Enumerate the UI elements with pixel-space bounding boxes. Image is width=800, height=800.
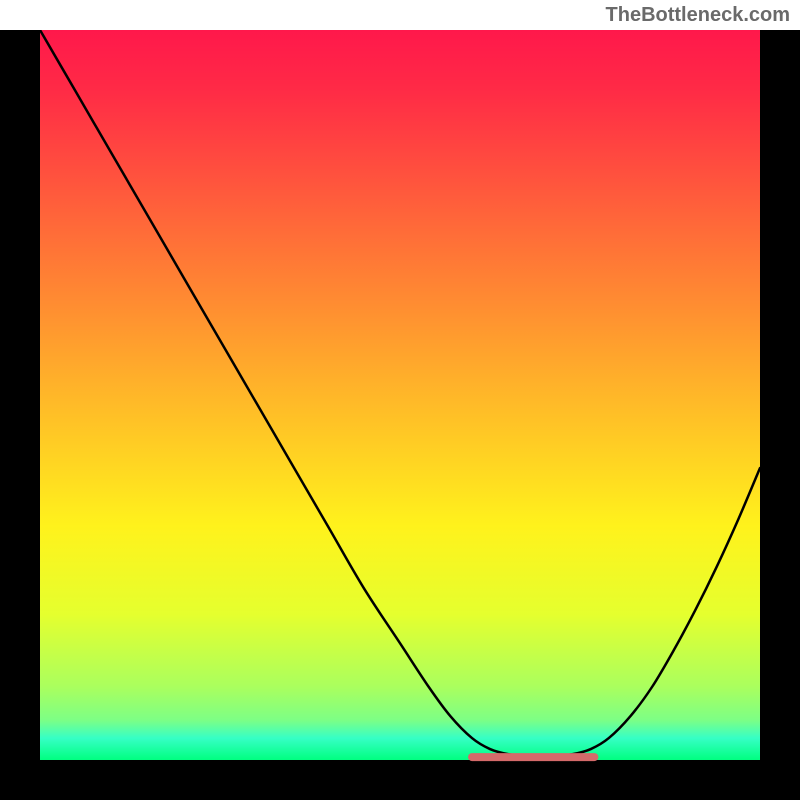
attribution-label: TheBottleneck.com [606, 4, 790, 27]
chart-container: TheBottleneck.com [0, 0, 800, 800]
chart-area [0, 30, 800, 800]
plot-area [40, 30, 760, 760]
bottleneck-curve-chart [0, 30, 800, 800]
